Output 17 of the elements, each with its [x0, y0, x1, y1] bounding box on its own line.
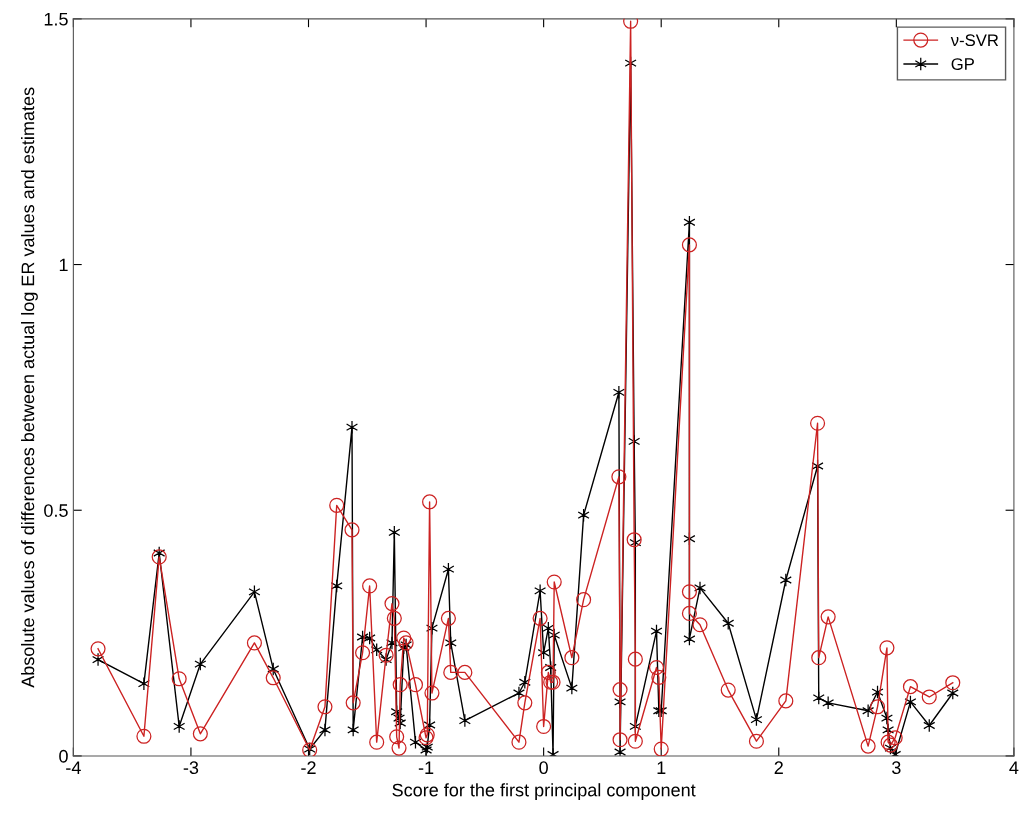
- x-tick-label: 2: [774, 761, 783, 774]
- x-tick-label: 0: [539, 761, 548, 775]
- x-tick-label: 3: [892, 761, 901, 775]
- x-tick-label: -4: [66, 761, 81, 774]
- legend-label: GP: [951, 58, 974, 70]
- legend-label: ν-SVR: [950, 34, 999, 47]
- x-tick-label: -2: [301, 761, 316, 774]
- x-axis-title: Score for the first principal component: [392, 783, 696, 801]
- y-tick-label: 0: [59, 749, 68, 763]
- y-tick-label: 1.5: [44, 12, 68, 26]
- x-tick-label: -1: [418, 761, 434, 774]
- x-tick-label: 4: [1009, 761, 1019, 774]
- x-tick-label: 1: [657, 761, 666, 774]
- x-tick-label: -3: [183, 761, 199, 775]
- y-axis-title: Absolute values of differences between actual log ER values and estimates: [21, 87, 38, 688]
- y-tick-label: 0.5: [44, 504, 68, 517]
- y-tick-label: 1: [59, 258, 68, 272]
